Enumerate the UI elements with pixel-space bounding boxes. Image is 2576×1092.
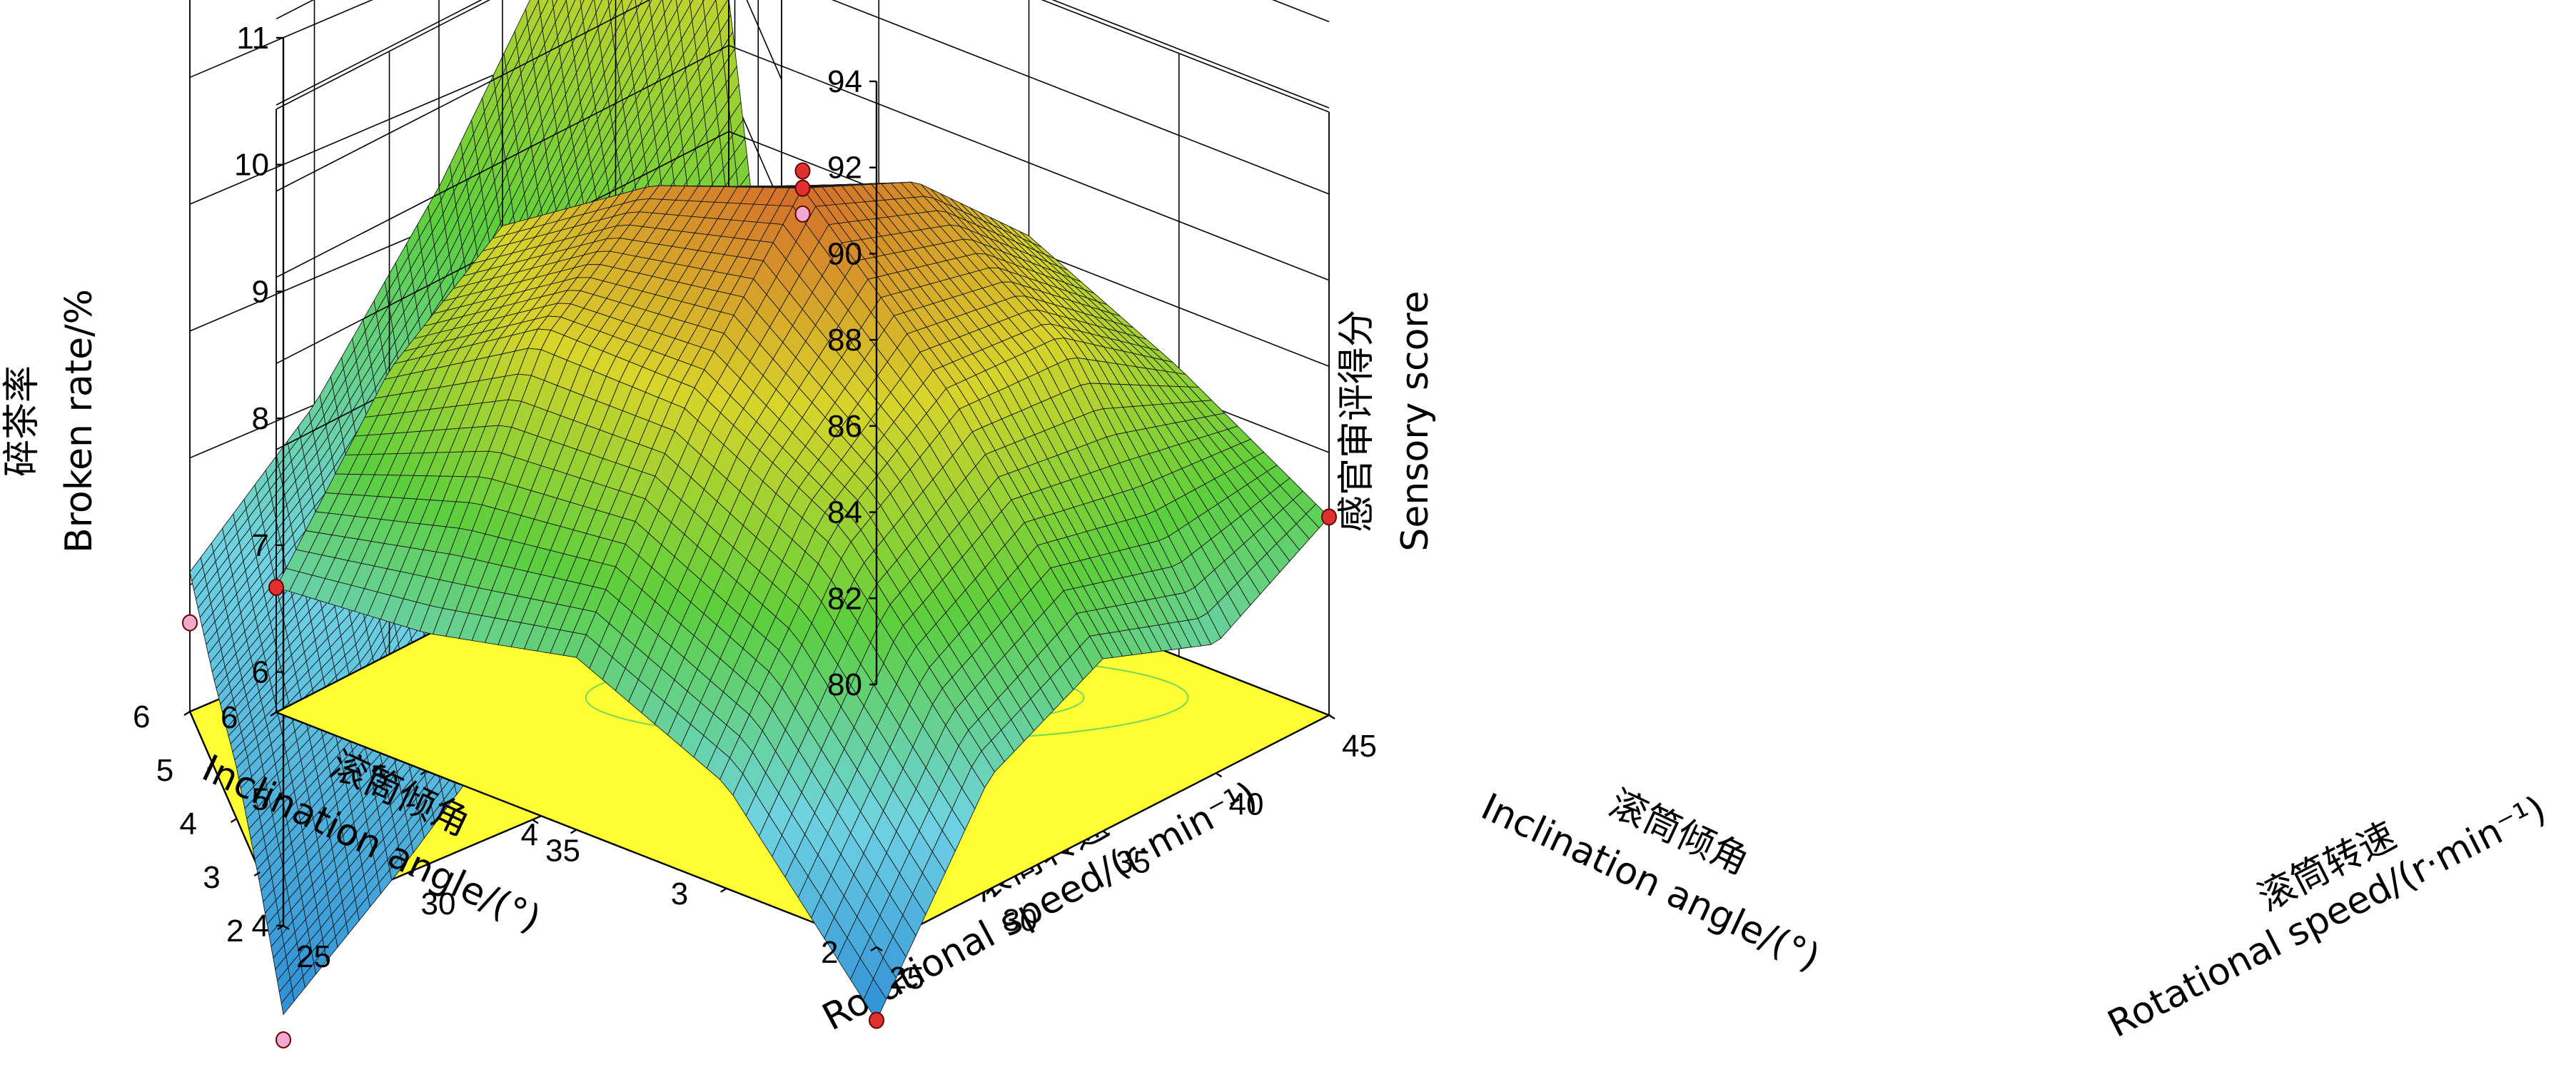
y-tick-mark [230,817,238,824]
y-tick-label: 6 [133,699,150,734]
wall-grid-line [276,0,491,110]
z-tick-label: 6 [252,655,269,690]
z-axis-label-en: Sensory score [1394,290,1437,551]
x-tick-label: 40 [1229,787,1264,821]
x-tick-mark [283,924,290,931]
z-tick-label: 7 [252,528,269,563]
y-tick-label: 4 [521,818,538,853]
design-point [276,1031,291,1048]
y-tick-label: 4 [180,807,197,841]
z-axis-label-cn: 碎茶率 [1,365,44,477]
x-tick-label: 45 [1342,729,1377,764]
z-axis-label-cn: 感官审评得分 [1335,310,1378,532]
z-tick-label: 10 [234,148,269,183]
y-tick-label: 2 [226,914,243,949]
design-point [794,162,811,180]
z-tick-label: 92 [827,151,862,186]
x-axis-label-en: Rotational speed/(r·min⁻¹) [2101,788,2553,1046]
z-tick-label: 8 [252,401,269,436]
z-tick-label: 88 [827,323,862,358]
y-tick-mark [183,710,191,717]
y-tick-mark [720,887,727,893]
z-tick-label: 4 [252,909,269,944]
z-tick-label: 5 [252,782,269,817]
design-point [1321,508,1337,526]
z-axis-label-en: Broken rate/% [58,289,101,553]
x-tick-label: 35 [545,834,580,869]
x-tick-mark [1328,714,1335,720]
wall-grid-line [1041,0,1330,113]
z-tick-label: 86 [827,409,862,444]
x-tick-label: 30 [1003,903,1038,938]
x-tick-mark [532,819,539,824]
wall-grid-line [746,0,782,80]
z-tick-label: 80 [827,667,862,702]
z-tick-label: 11 [236,21,269,56]
wall-grid-line [1051,0,1330,108]
x-tick-label: 35 [1116,845,1151,880]
surface-cell [281,989,295,1016]
x-tick-mark [407,871,415,877]
y-tick-label: 3 [203,860,220,895]
y-tick-mark [253,871,261,877]
x-tick-mark [1215,772,1223,778]
x-tick-label: 25 [296,939,331,974]
x-tick-label: 30 [421,886,456,921]
design-point [794,179,811,197]
y-tick-label: 2 [821,935,838,970]
y-tick-label: 3 [671,876,688,911]
y-tick-mark [207,764,214,770]
design-point [182,614,198,632]
z-tick-label: 9 [252,274,269,309]
design-point [794,205,811,223]
wall-grid-line [189,0,373,79]
y-tick-mark [277,924,284,931]
z-tick-label: 84 [827,495,862,530]
z-axis: 4 5 6 7 8 9 10 11 [234,21,285,944]
y-tick-label: 5 [156,753,173,788]
y-tick-label: 5 [370,759,388,794]
design-point [869,1011,884,1029]
y-tick-label: 6 [221,700,238,735]
z-tick-label: 90 [827,236,862,271]
x-tick-label: 25 [889,961,924,996]
z-tick-label: 94 [827,64,862,99]
wall-grid-line [276,0,483,106]
response-surface [276,181,1330,1021]
z-tick-label: 82 [827,581,862,616]
design-point [268,578,284,596]
